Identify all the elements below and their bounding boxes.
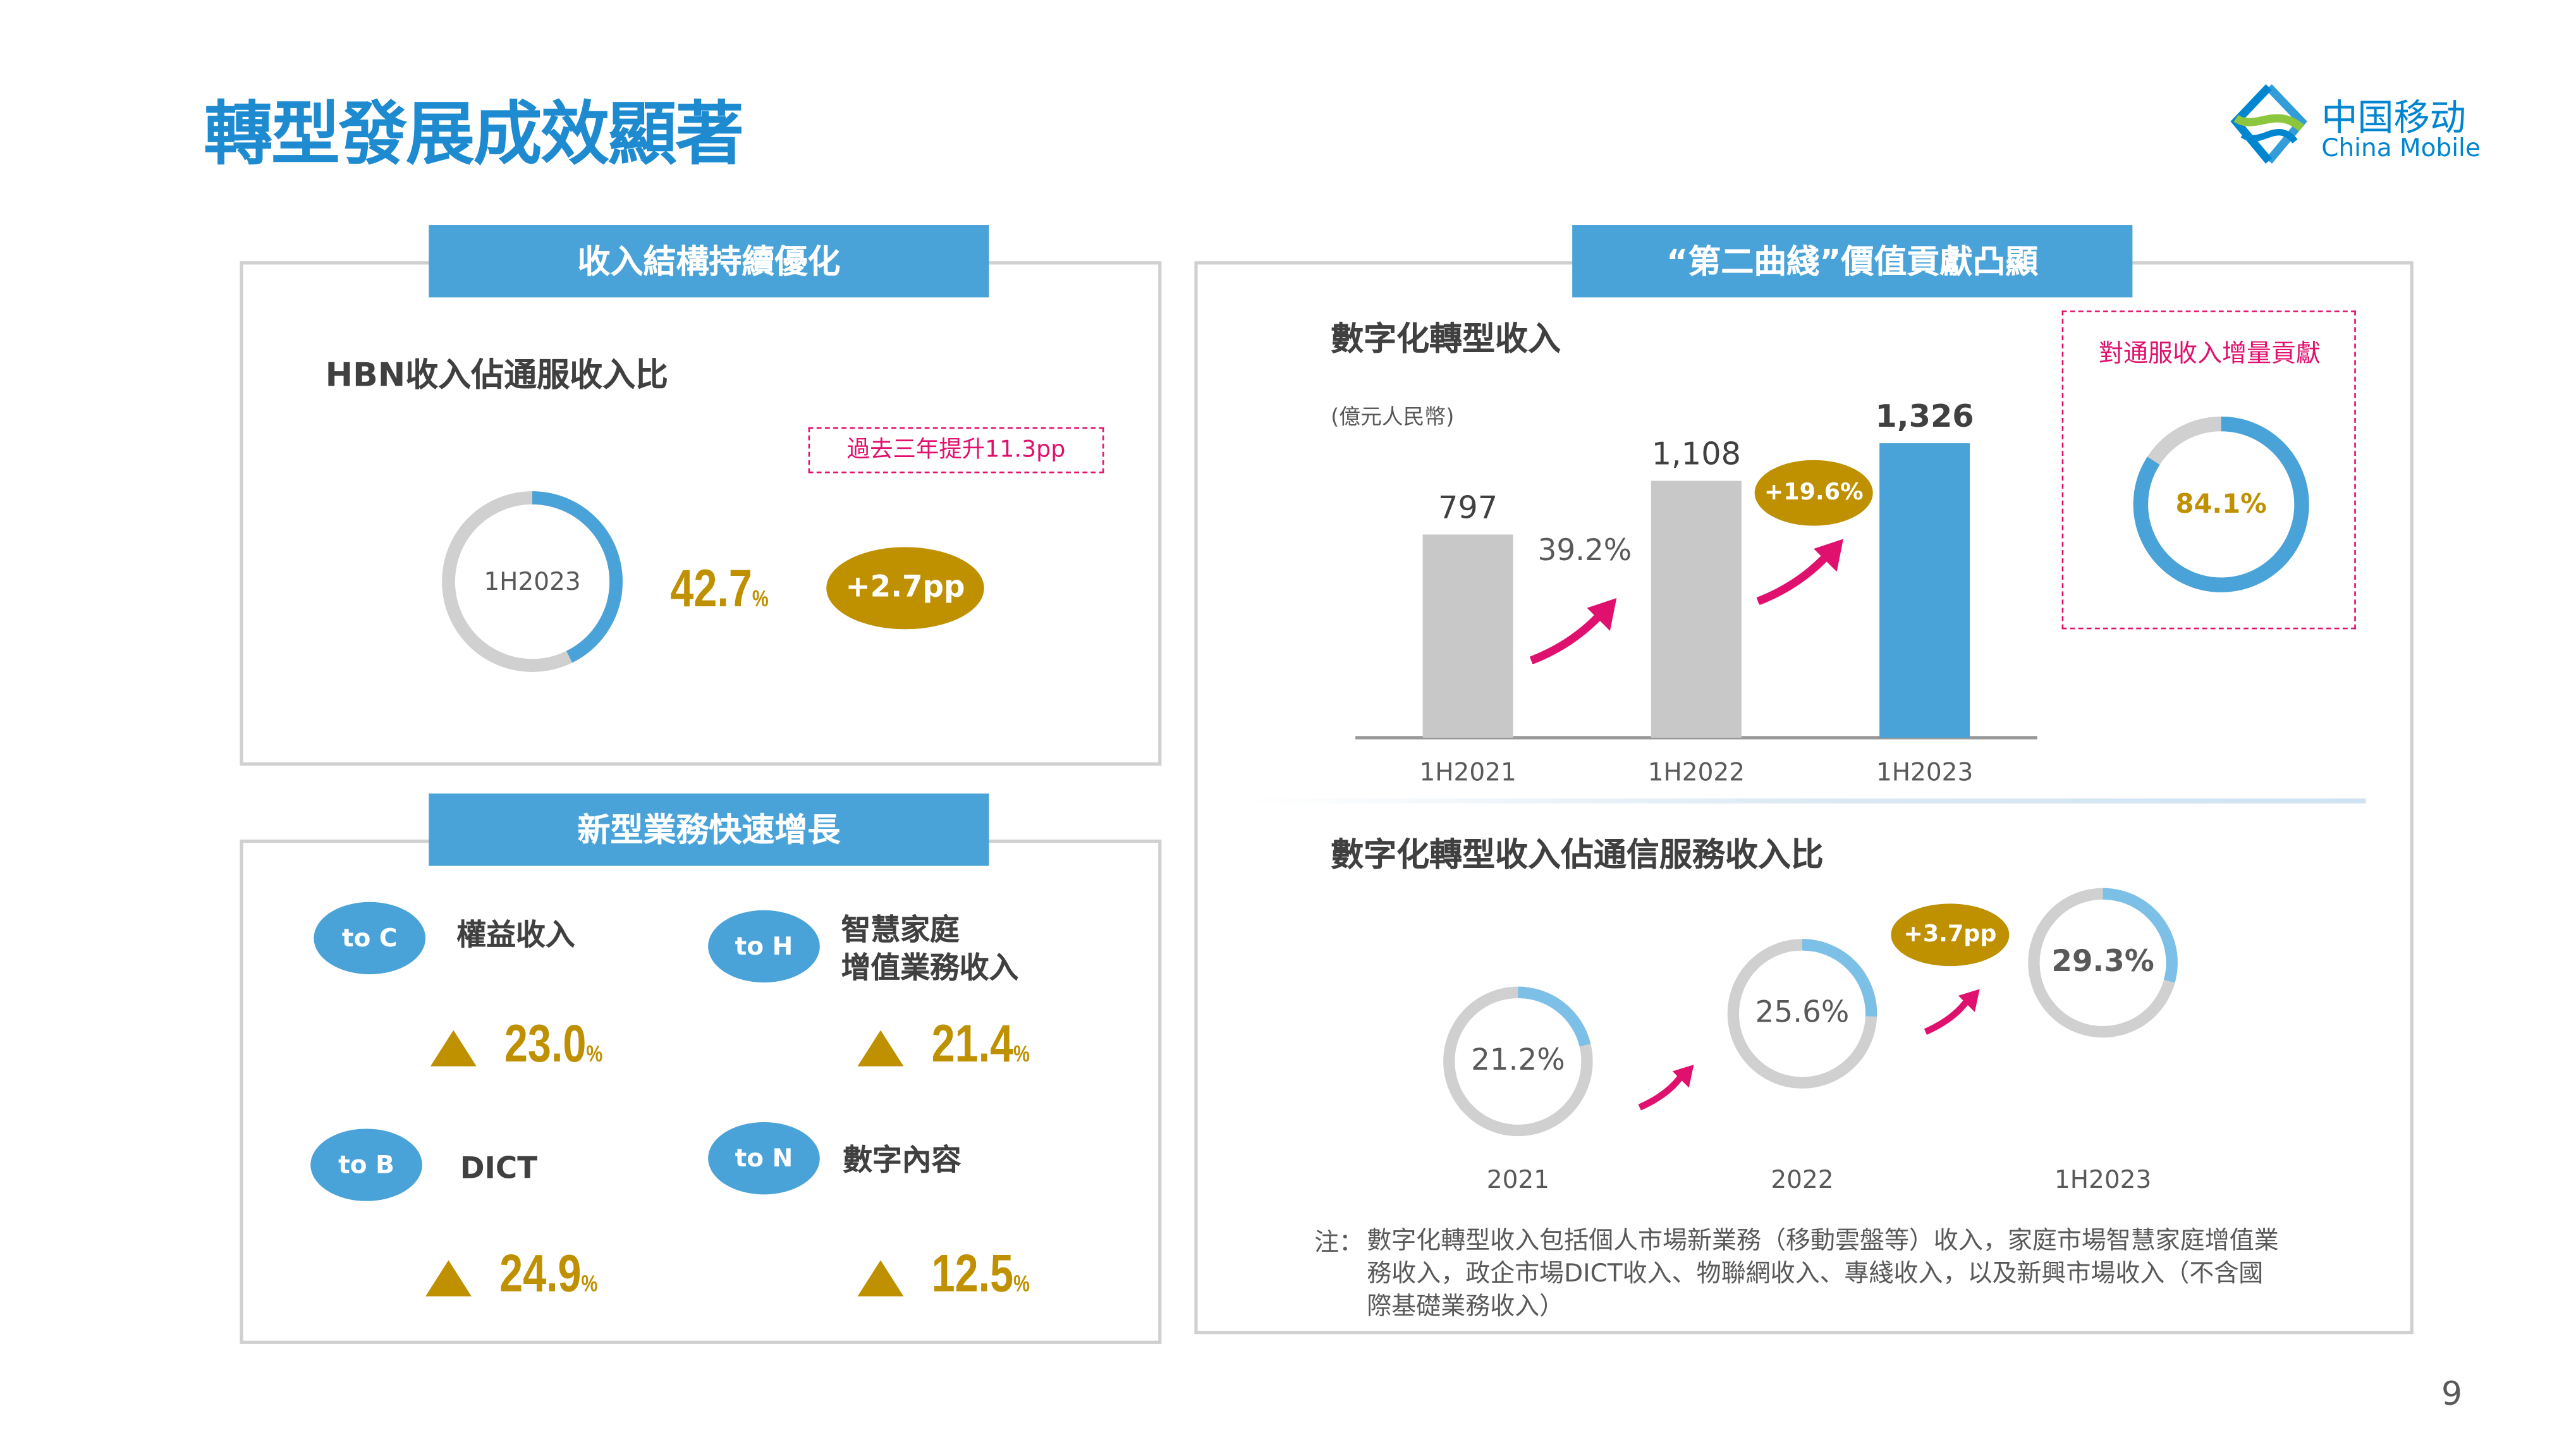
up-triangle-icon bbox=[857, 1030, 904, 1067]
ratio-value: 21.2% bbox=[1471, 1043, 1565, 1078]
donut-label: 1H2023 bbox=[484, 566, 581, 597]
segment-growth: 23.0% bbox=[504, 1014, 602, 1075]
hbn-donut-fill bbox=[442, 491, 623, 672]
ratio-donut-fill bbox=[2028, 888, 2178, 1038]
divider bbox=[1248, 798, 2366, 804]
hbn-value-number: 42.7 bbox=[670, 558, 752, 618]
bar bbox=[1651, 480, 1742, 738]
contribution-value: 84.1% bbox=[2175, 487, 2267, 520]
segment-growth-unit: % bbox=[1013, 1040, 1030, 1067]
segment-growth-value: 24.9 bbox=[499, 1244, 582, 1303]
bar-value-label: 1,326 bbox=[1876, 398, 1974, 434]
segment-growth-value: 21.4 bbox=[931, 1013, 1014, 1073]
arrow-icon bbox=[1638, 1065, 1694, 1111]
ratio-category: 2022 bbox=[1771, 1165, 1834, 1195]
hbn-value-unit: % bbox=[752, 585, 769, 611]
ratio-category: 2021 bbox=[1486, 1165, 1550, 1195]
x-tick-label: 1H2021 bbox=[1419, 758, 1516, 786]
segment-label: 權益收入 bbox=[456, 918, 575, 953]
china-mobile-logo: 中国移动 China Mobile bbox=[2226, 82, 2489, 173]
segment-tag: to C bbox=[314, 902, 426, 975]
page-number: 9 bbox=[2441, 1373, 2463, 1414]
contribution-donut-fill bbox=[2133, 416, 2309, 592]
ratio-value: 29.3% bbox=[2051, 945, 2154, 979]
ratio-donut-fill bbox=[1443, 986, 1593, 1137]
up-triangle-icon bbox=[425, 1260, 472, 1297]
revenue-structure-panel bbox=[240, 261, 1162, 766]
segment-growth-value: 12.5 bbox=[931, 1244, 1014, 1303]
delta-badge: +2.7pp bbox=[826, 547, 984, 630]
segment-label: 數字內容 bbox=[843, 1143, 961, 1178]
logo-icon bbox=[2230, 84, 2307, 164]
segment-tag: to N bbox=[708, 1122, 820, 1195]
segment-growth-unit: % bbox=[586, 1040, 603, 1067]
contribution-donut bbox=[2133, 416, 2309, 592]
growth-label-1: 39.2% bbox=[1537, 534, 1632, 569]
x-tick-label: 1H2022 bbox=[1648, 758, 1745, 786]
segment-growth-unit: % bbox=[1013, 1269, 1030, 1297]
ratio-donut bbox=[1727, 939, 1877, 1089]
hbn-donut bbox=[442, 491, 623, 672]
ratio-donut-fill bbox=[1727, 939, 1877, 1089]
chart1-title: 數字化轉型收入 bbox=[1331, 319, 1561, 358]
bar bbox=[1422, 534, 1513, 738]
chart1-unit: (億元人民幣) bbox=[1331, 405, 1455, 431]
page-title: 轉型發展成效顯著 bbox=[204, 94, 744, 174]
second-curve-tab: “第二曲綫”價值貢獻凸顯 bbox=[1572, 225, 2133, 298]
footnote: 數字化轉型收入包括個人市場新業務（移動雲盤等）收入，家庭市場智慧家庭增值業務收入… bbox=[1367, 1225, 2279, 1321]
segment-growth-value: 23.0 bbox=[504, 1013, 587, 1073]
bar-value-label: 1,108 bbox=[1652, 436, 1741, 472]
segment-tag: to B bbox=[310, 1128, 422, 1201]
segment-growth: 12.5% bbox=[932, 1244, 1030, 1304]
x-tick-label: 1H2023 bbox=[1876, 758, 1973, 786]
up-triangle-icon bbox=[430, 1030, 477, 1067]
arrow-icon bbox=[1924, 989, 1980, 1035]
segment-label: DICT bbox=[460, 1151, 538, 1187]
logo-cn: 中国移动 bbox=[2321, 98, 2466, 140]
ratio-value: 25.6% bbox=[1755, 995, 1850, 1030]
segment-label: 智慧家庭 增值業務收入 bbox=[841, 913, 1019, 986]
ratio-category: 1H2023 bbox=[2054, 1165, 2152, 1195]
ratio-donut bbox=[2028, 888, 2178, 1038]
hbn-heading: HBN收入佔通服收入比 bbox=[325, 355, 669, 394]
segment-growth: 21.4% bbox=[932, 1014, 1030, 1075]
chart2-delta-badge: +3.7pp bbox=[1891, 903, 2010, 967]
segment-growth: 24.9% bbox=[499, 1244, 597, 1304]
bar bbox=[1879, 443, 1970, 738]
arrow-icon bbox=[1529, 597, 1617, 664]
hbn-value: 42.7% bbox=[670, 559, 768, 620]
up-triangle-icon bbox=[857, 1260, 904, 1297]
contribution-title: 對通服收入增量貢獻 bbox=[2099, 338, 2321, 369]
ratio-donut bbox=[1443, 986, 1593, 1137]
arrow-icon bbox=[1756, 539, 1843, 605]
chart2-title: 數字化轉型收入佔通信服務收入比 bbox=[1331, 835, 1824, 874]
segment-tag: to H bbox=[708, 910, 820, 983]
revenue-structure-tab: 收入結構持續優化 bbox=[429, 225, 989, 298]
contribution-box bbox=[2061, 310, 2356, 630]
note-prefix: 注： bbox=[1314, 1227, 1364, 1257]
growth-badge-2: +19.6% bbox=[1754, 460, 1873, 526]
revenue-bar-chart: 797 1H2021 1,108 1H2022 1,326 1H2023 bbox=[1355, 398, 2037, 786]
logo-en: China Mobile bbox=[2321, 133, 2481, 163]
callout-three-years: 過去三年提升11.3pp bbox=[808, 427, 1104, 474]
new-business-tab: 新型業務快速增長 bbox=[429, 793, 989, 866]
bar-value-label: 797 bbox=[1438, 489, 1498, 525]
segment-growth-unit: % bbox=[581, 1269, 598, 1297]
